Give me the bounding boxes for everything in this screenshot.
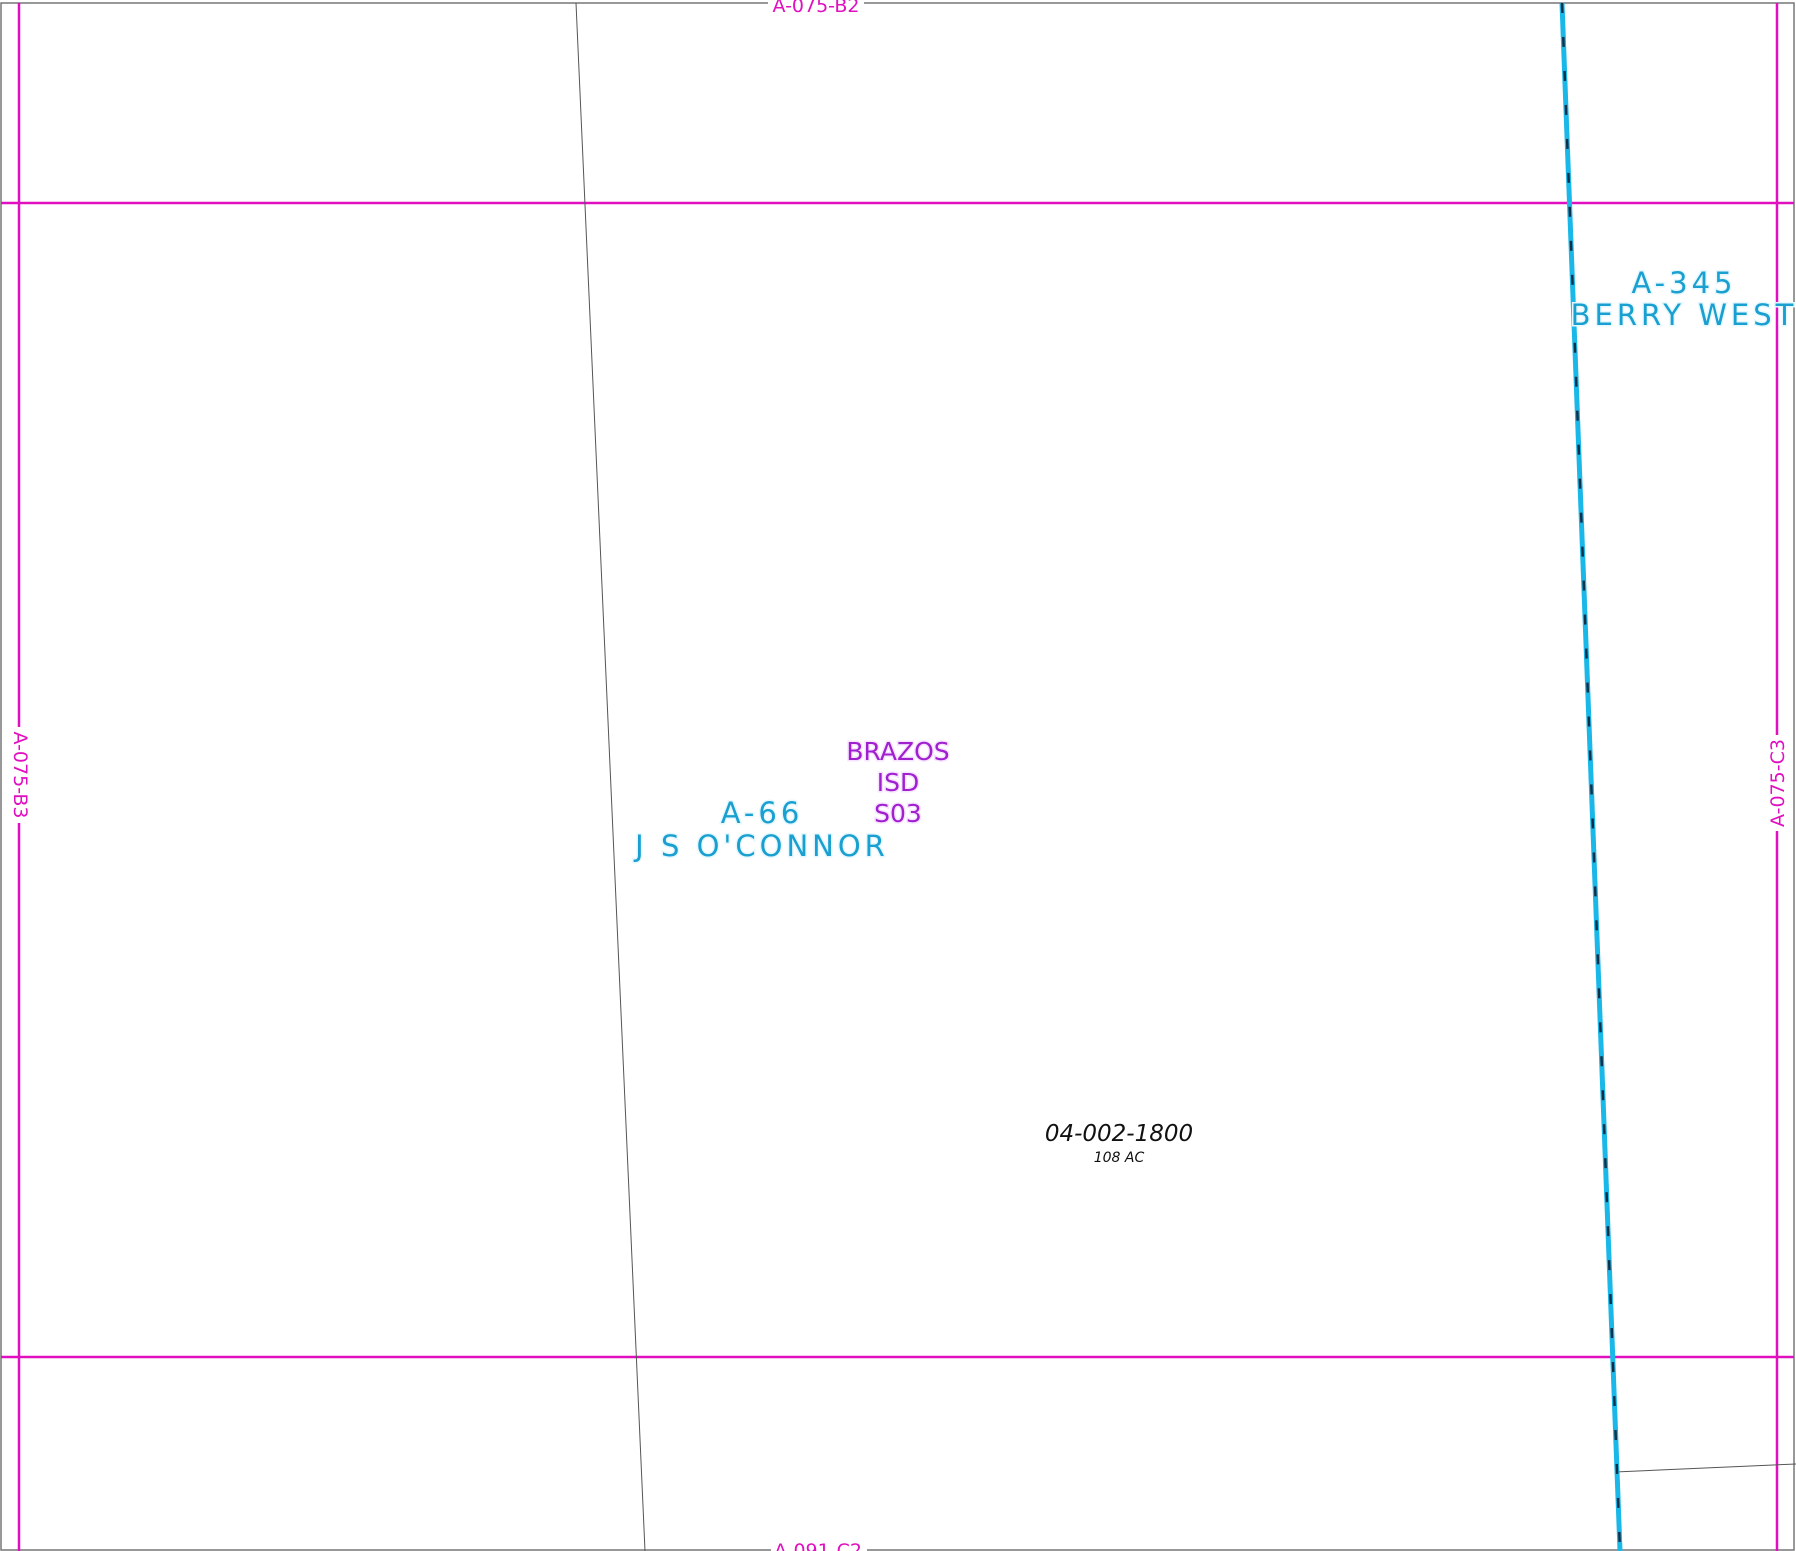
isd-line-3: S03: [874, 799, 922, 828]
neighbor-sheet-top[interactable]: A-075-B2: [772, 0, 859, 17]
abstract-east-name: BERRY WEST: [1571, 298, 1796, 332]
abstract-west-name: J S O'CONNOR: [633, 829, 889, 863]
label-knockout-bottom: [771, 1538, 867, 1551]
label-knockout-top: [768, 0, 864, 14]
parcel-boundary-west: [575, 2, 646, 1551]
survey-line: [1559, 2, 1623, 1551]
neighbor-sheet-right[interactable]: A-075-C3: [1767, 739, 1789, 827]
isd-line-1: BRAZOS: [846, 737, 949, 766]
parcel-boundary-southeast: [1614, 1463, 1796, 1473]
parcel-acres: 108 AC: [1094, 1150, 1145, 1166]
neighbor-sheet-left[interactable]: A-075-B3: [9, 731, 31, 818]
isd-line-2: ISD: [877, 768, 920, 797]
label-knockout-right: [1769, 735, 1785, 831]
abstract-east-number: A-345: [1631, 266, 1736, 300]
neighbor-sheet-bottom[interactable]: A-091-C2: [774, 1540, 862, 1551]
abstract-west-number: A-66: [721, 796, 804, 830]
parcel-id[interactable]: 04-002-1800: [1045, 1121, 1193, 1147]
label-knockout-left: [11, 727, 27, 823]
